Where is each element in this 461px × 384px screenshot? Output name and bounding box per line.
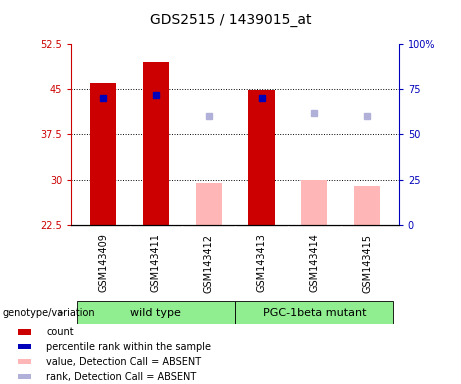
- Text: GSM143415: GSM143415: [362, 233, 372, 293]
- Bar: [77, 301, 235, 324]
- Bar: [235, 301, 394, 324]
- Bar: [301, 180, 327, 225]
- Text: count: count: [46, 327, 74, 337]
- Text: value, Detection Call = ABSENT: value, Detection Call = ABSENT: [46, 357, 201, 367]
- Bar: [18, 359, 31, 364]
- Bar: [195, 182, 222, 225]
- Bar: [354, 185, 380, 225]
- Bar: [248, 91, 275, 225]
- Bar: [143, 62, 169, 225]
- Text: GSM143409: GSM143409: [98, 233, 108, 293]
- Text: PGC-1beta mutant: PGC-1beta mutant: [263, 308, 366, 318]
- Text: GSM143413: GSM143413: [256, 233, 266, 293]
- Text: GSM143412: GSM143412: [204, 233, 214, 293]
- Text: GDS2515 / 1439015_at: GDS2515 / 1439015_at: [150, 13, 311, 27]
- Bar: [90, 83, 116, 225]
- Bar: [18, 374, 31, 379]
- Text: GSM143414: GSM143414: [309, 233, 319, 293]
- Text: genotype/variation: genotype/variation: [2, 308, 95, 318]
- Text: rank, Detection Call = ABSENT: rank, Detection Call = ABSENT: [46, 372, 196, 382]
- Text: percentile rank within the sample: percentile rank within the sample: [46, 342, 211, 352]
- Bar: [18, 344, 31, 349]
- Text: wild type: wild type: [130, 308, 181, 318]
- Bar: [18, 329, 31, 334]
- Text: GSM143411: GSM143411: [151, 233, 161, 293]
